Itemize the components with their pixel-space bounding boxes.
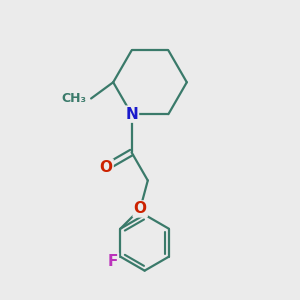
Text: O: O [134,201,147,216]
Text: F: F [108,254,118,268]
Text: CH₃: CH₃ [62,92,87,105]
Text: N: N [125,107,138,122]
Text: O: O [100,160,112,175]
